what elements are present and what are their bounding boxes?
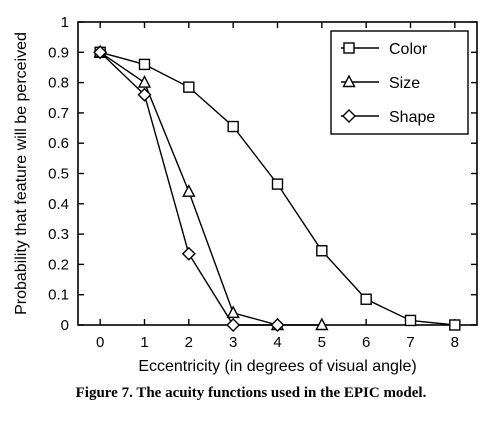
figure-caption: Figure 7. The acuity functions used in t… <box>75 385 427 401</box>
legend-marker <box>342 109 356 123</box>
series-line <box>99 51 322 326</box>
data-point <box>271 178 284 190</box>
legend-marker <box>343 42 355 54</box>
legend-item: Color <box>341 41 428 58</box>
data-point <box>226 318 241 332</box>
y-tick-label: 0.4 <box>48 196 69 213</box>
acuity-chart: 0 1 2 3 4 5 6 7 8 0 0.1 0.2 0.3 0.4 0.5 0.6 0.7 0.8 0.9 1 C… <box>13 14 478 375</box>
legend-item: Shape <box>341 109 435 126</box>
y-axis-title: Probability that feature will be perceiv… <box>13 32 30 315</box>
y-tick-label: 0.3 <box>48 226 69 243</box>
y-tick-label: 0 <box>61 317 69 334</box>
legend-marker <box>342 74 356 88</box>
data-point <box>316 245 328 257</box>
data-point <box>360 293 372 305</box>
x-tick-label: 3 <box>229 334 237 351</box>
x-tick-label: 8 <box>451 334 459 351</box>
legend-item: Size <box>341 74 420 92</box>
y-tick-label: 0.1 <box>48 287 69 304</box>
data-point <box>270 318 285 332</box>
data-point <box>449 319 461 331</box>
x-tick-label: 1 <box>140 334 148 351</box>
x-tick-label: 7 <box>406 334 414 351</box>
data-point <box>315 317 329 331</box>
legend-label: Shape <box>389 109 435 126</box>
data-point <box>137 87 152 102</box>
x-axis-title: Eccentricity (in degrees of visual angle… <box>138 358 416 375</box>
x-tick-label: 0 <box>96 334 104 351</box>
legend: Color Size Shape <box>330 30 469 135</box>
data-point <box>404 314 417 327</box>
data-point <box>226 305 240 319</box>
y-tick-label: 0.2 <box>48 256 69 273</box>
data-point <box>183 81 195 93</box>
y-tick-label: 0.9 <box>48 44 69 61</box>
x-tick-label: 2 <box>185 334 193 351</box>
series-layer <box>93 44 461 332</box>
data-point <box>137 75 152 88</box>
series-size <box>93 44 329 331</box>
y-tick-label: 0.8 <box>48 75 69 92</box>
data-point <box>138 58 151 71</box>
x-tick-label: 4 <box>273 334 281 351</box>
y-tick-label: 0.7 <box>48 105 69 122</box>
data-point <box>93 45 108 60</box>
data-point <box>182 184 196 197</box>
data-point <box>181 246 196 261</box>
data-point <box>227 120 239 133</box>
x-tick-label: 6 <box>362 334 370 351</box>
y-tick-label: 1 <box>61 14 69 31</box>
y-tick-label: 0.5 <box>48 166 69 183</box>
legend-label: Size <box>389 75 420 92</box>
series-shape <box>93 45 285 332</box>
legend-label: Color <box>389 41 428 58</box>
x-tick-label: 5 <box>318 334 326 351</box>
y-tick-label: 0.6 <box>48 135 69 152</box>
